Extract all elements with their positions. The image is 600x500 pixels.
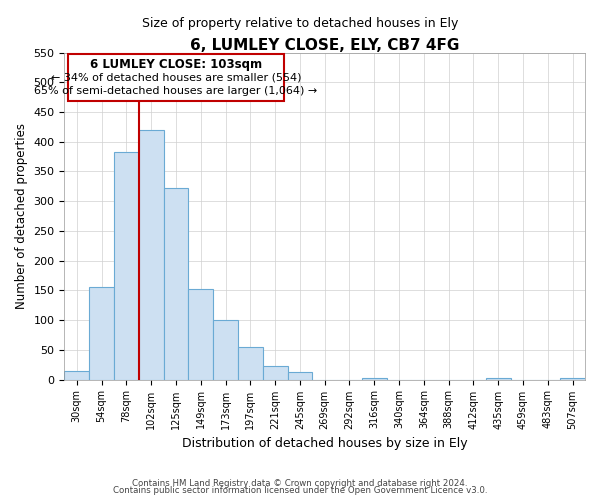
Text: Contains HM Land Registry data © Crown copyright and database right 2024.: Contains HM Land Registry data © Crown c… [132, 478, 468, 488]
Bar [139, 130, 164, 380]
Bar [188, 288, 213, 380]
Bar [89, 288, 114, 380]
Bar [238, 348, 263, 380]
Bar [263, 366, 287, 380]
Title: 6, LUMLEY CLOSE, ELY, CB7 4FG: 6, LUMLEY CLOSE, ELY, CB7 4FG [190, 38, 460, 52]
Text: Size of property relative to detached houses in Ely: Size of property relative to detached ho… [142, 18, 458, 30]
Bar [362, 378, 386, 380]
Text: Contains public sector information licensed under the Open Government Licence v3: Contains public sector information licen… [113, 486, 487, 495]
Bar [287, 372, 313, 380]
Bar [164, 188, 188, 380]
Text: ← 34% of detached houses are smaller (554): ← 34% of detached houses are smaller (55… [51, 72, 301, 83]
X-axis label: Distribution of detached houses by size in Ely: Distribution of detached houses by size … [182, 437, 467, 450]
Bar [64, 370, 89, 380]
Bar [486, 378, 511, 380]
Bar [114, 152, 139, 380]
Text: 6 LUMLEY CLOSE: 103sqm: 6 LUMLEY CLOSE: 103sqm [90, 58, 262, 70]
Text: 65% of semi-detached houses are larger (1,064) →: 65% of semi-detached houses are larger (… [34, 86, 317, 96]
Bar [560, 378, 585, 380]
Y-axis label: Number of detached properties: Number of detached properties [15, 123, 28, 309]
FancyBboxPatch shape [68, 54, 284, 102]
Bar [213, 320, 238, 380]
